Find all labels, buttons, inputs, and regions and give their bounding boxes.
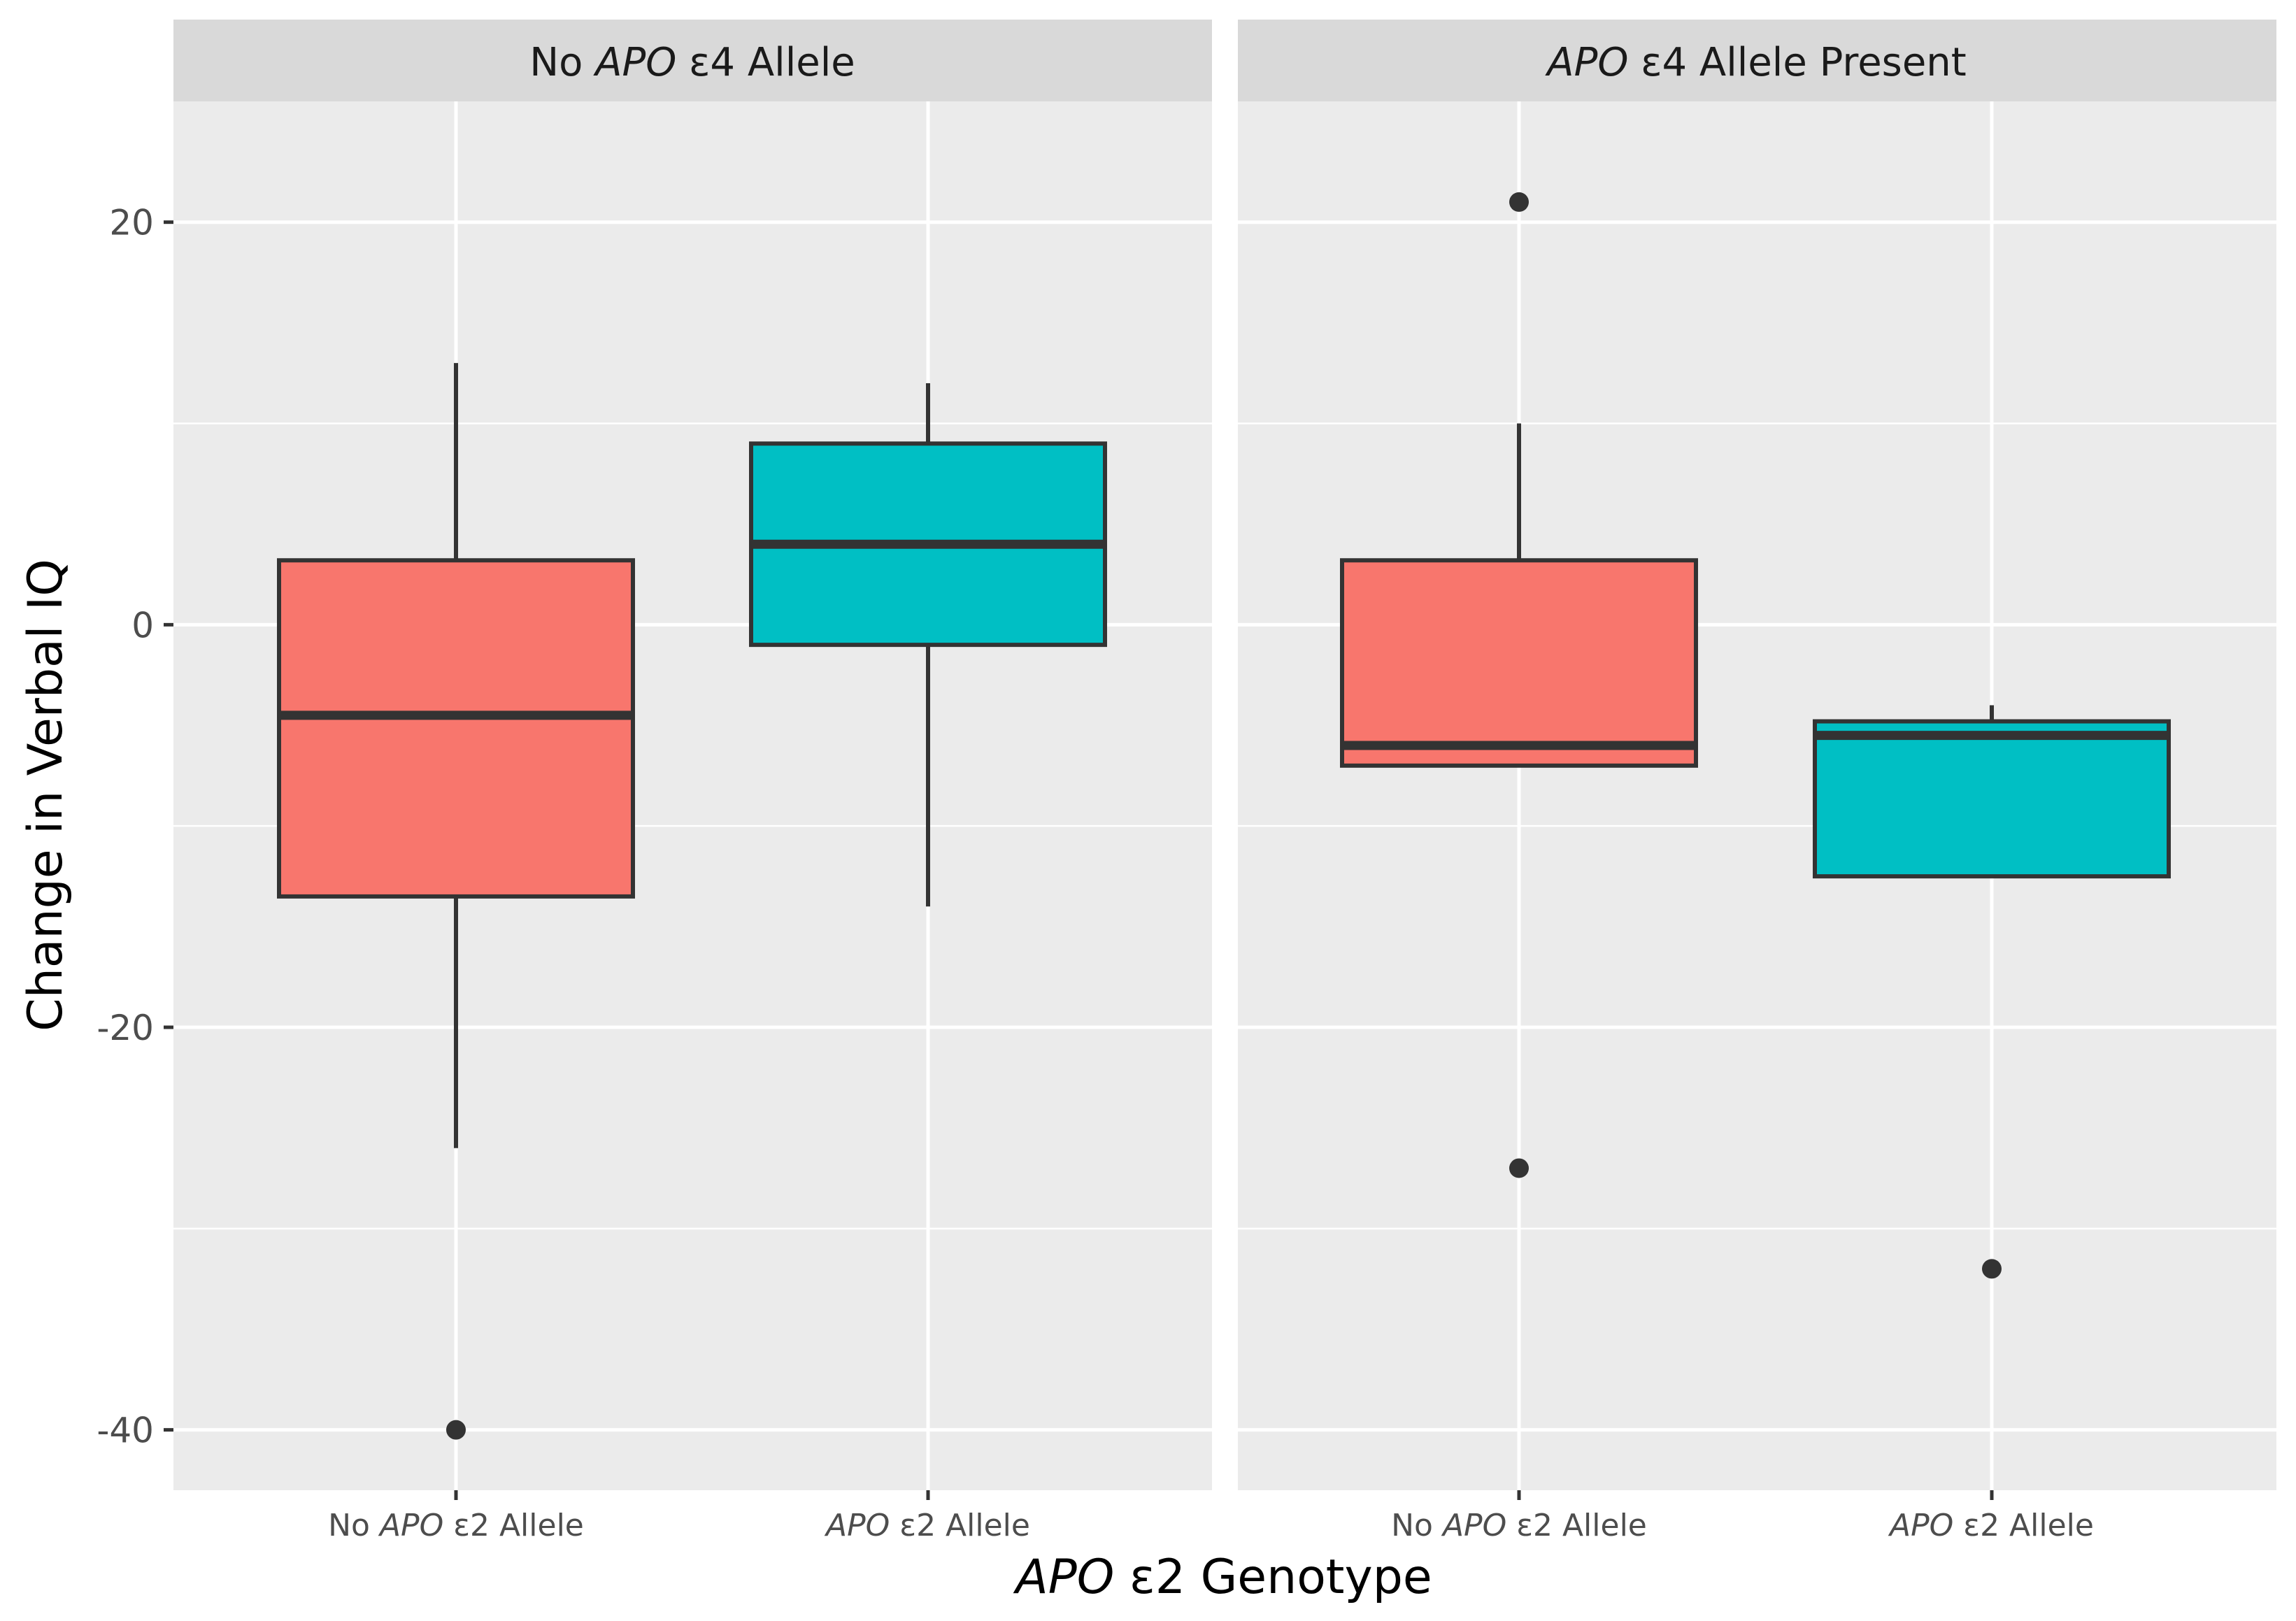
boxplot-0-1	[749, 383, 1107, 907]
outlier-point	[1982, 1259, 2002, 1279]
outlier-point	[1509, 1158, 1529, 1178]
x-tick-label-right-1: APO ε2 Allele	[1888, 1508, 2094, 1543]
y-tick-label: 0	[131, 605, 154, 645]
boxplot-1-1	[1813, 705, 2171, 1279]
facet-label-left: No APO ε4 Allele	[529, 40, 855, 85]
facet-strip-left	[173, 20, 1212, 101]
boxplot-1-0	[1340, 192, 1698, 1178]
x-tick-label-left-0: No APO ε2 Allele	[328, 1508, 584, 1543]
axes: 20 0 -20 -40	[97, 203, 1994, 1500]
box-iqr	[1340, 558, 1698, 768]
facet-strip-right	[1238, 20, 2276, 101]
x-tick-label-right-0: No APO ε2 Allele	[1391, 1508, 1647, 1543]
boxplot-0-0	[277, 363, 635, 1440]
boxplots	[277, 192, 2171, 1440]
y-tick-label: 20	[109, 203, 154, 243]
x-axis-title: APO ε2 Genotype	[1013, 1550, 1432, 1605]
y-tick-label: -20	[97, 1008, 154, 1048]
facet-label-right: APO ε4 Allele Present	[1545, 40, 1966, 85]
y-tick-label: -40	[97, 1411, 154, 1451]
box-iqr	[1813, 719, 2171, 879]
outlier-point	[446, 1420, 466, 1440]
box-iqr	[277, 558, 635, 899]
y-axis-title: Change in Verbal IQ	[18, 559, 73, 1031]
outlier-point	[1509, 192, 1529, 212]
x-tick-label-left-1: APO ε2 Allele	[824, 1508, 1030, 1543]
